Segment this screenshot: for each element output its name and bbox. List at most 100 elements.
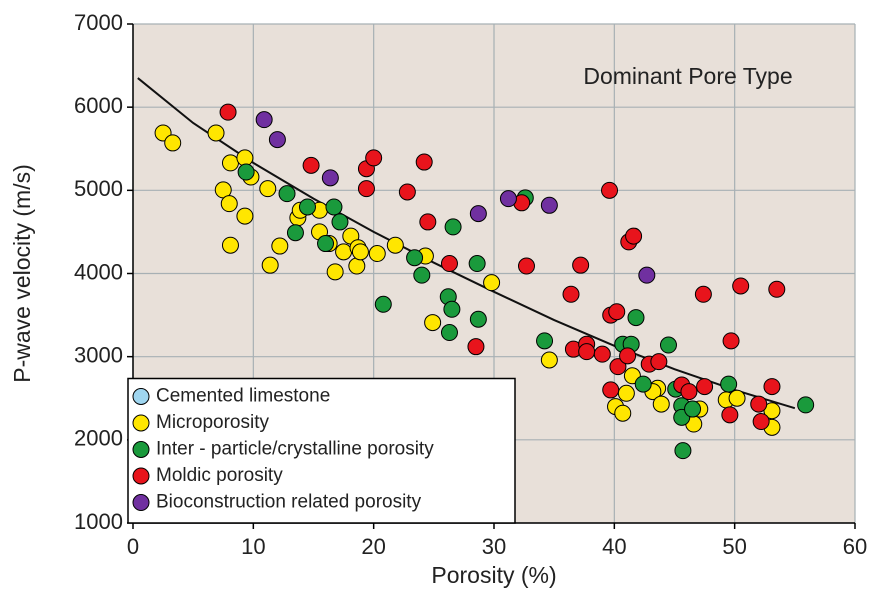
x-tick-label: 60: [843, 534, 867, 559]
point: [684, 400, 702, 418]
point: [468, 255, 486, 273]
point: [331, 213, 349, 231]
point: [424, 314, 442, 332]
point: [608, 303, 626, 321]
point: [236, 149, 254, 167]
point: [164, 134, 182, 152]
point: [443, 300, 461, 318]
legend-label: Microporosity: [156, 412, 269, 433]
legend-marker: [132, 388, 150, 405]
point: [562, 285, 580, 303]
point: [326, 263, 344, 281]
x-tick-label: 30: [482, 534, 506, 559]
point: [255, 111, 273, 129]
point: [797, 396, 815, 414]
point: [728, 389, 746, 407]
point: [261, 256, 279, 274]
point: [374, 295, 392, 313]
point: [601, 181, 619, 199]
point: [357, 180, 375, 198]
y-tick-label: 2000: [74, 426, 123, 451]
point: [325, 198, 343, 216]
point: [268, 131, 286, 149]
point: [440, 324, 458, 342]
point: [763, 378, 781, 396]
point: [321, 169, 339, 187]
y-tick-label: 3000: [74, 342, 123, 367]
point: [602, 381, 620, 399]
point: [752, 413, 770, 431]
y-tick-label: 5000: [74, 176, 123, 201]
point: [540, 351, 558, 369]
point: [278, 185, 296, 203]
point: [398, 183, 416, 201]
y-tick-label: 6000: [74, 93, 123, 118]
point: [627, 309, 645, 327]
x-tick-label: 10: [241, 534, 265, 559]
point: [220, 195, 238, 213]
x-tick-label: 0: [127, 534, 139, 559]
point: [406, 249, 424, 267]
point: [335, 243, 353, 261]
point: [609, 358, 627, 376]
legend-marker: [132, 467, 150, 485]
point: [517, 257, 535, 275]
legend-label: Moldic porosity: [156, 465, 283, 486]
point: [614, 404, 632, 422]
point: [578, 343, 596, 361]
point: [659, 336, 677, 354]
point: [674, 442, 692, 460]
point: [236, 207, 254, 225]
y-tick-label: 1000: [74, 509, 123, 534]
y-tick-label: 7000: [74, 10, 123, 35]
point: [540, 196, 558, 214]
point: [694, 285, 712, 303]
point: [237, 163, 255, 181]
y-tick-label: 4000: [74, 259, 123, 284]
point: [386, 236, 404, 254]
point: [634, 375, 652, 393]
x-tick-label: 50: [722, 534, 746, 559]
point: [593, 345, 611, 363]
point: [259, 180, 277, 198]
point: [650, 353, 668, 371]
point: [720, 375, 738, 393]
x-axis-title: Porosity (%): [431, 562, 556, 588]
point: [572, 256, 590, 274]
legend-marker: [132, 441, 150, 458]
legend-marker: [132, 414, 150, 432]
point: [722, 332, 740, 350]
x-tick-label: 40: [602, 534, 626, 559]
point: [221, 154, 239, 172]
legend-box: [127, 377, 516, 524]
legend-label: Inter - particle/crystalline porosity: [156, 439, 434, 460]
point: [351, 243, 369, 261]
y-axis-title: P-wave velocity (m/s): [9, 164, 35, 383]
point: [415, 153, 433, 171]
point: [638, 266, 656, 284]
point: [440, 255, 458, 273]
point: [750, 395, 768, 413]
point: [467, 338, 485, 356]
point: [419, 213, 437, 231]
point: [721, 406, 739, 424]
point: [619, 347, 637, 365]
point: [444, 218, 462, 236]
point: [317, 235, 335, 253]
legend-label: Cemented limestone: [156, 386, 330, 407]
point: [483, 274, 501, 292]
point: [652, 395, 670, 413]
point: [499, 190, 517, 208]
annotation: Dominant Pore Type: [583, 63, 792, 89]
point: [536, 332, 554, 350]
point: [219, 103, 237, 121]
point: [365, 149, 383, 167]
point: [286, 224, 304, 242]
point: [625, 227, 643, 245]
legend-marker: [132, 494, 150, 511]
point: [680, 383, 698, 401]
x-tick-label: 20: [361, 534, 385, 559]
point: [207, 124, 225, 142]
point: [413, 266, 431, 284]
